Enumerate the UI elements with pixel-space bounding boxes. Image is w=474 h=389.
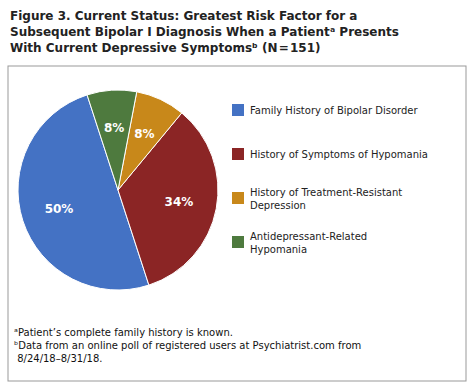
data-label: 50%	[45, 202, 74, 216]
legend-label: History of Symptoms of Hypomania	[250, 149, 428, 160]
legend-swatch	[232, 236, 244, 248]
footnote: ᵃPatient’s complete family history is kn…	[14, 327, 361, 364]
chart: Figure 3. Current Status: Greatest Risk …	[0, 0, 474, 389]
legend-swatch	[232, 148, 244, 160]
pie	[18, 90, 218, 290]
legend-swatch	[232, 192, 244, 204]
data-label: 8%	[134, 127, 154, 141]
legend-label: Family History of Bipolar Disorder	[250, 105, 418, 116]
title: Figure 3. Current Status: Greatest Risk …	[10, 9, 399, 55]
data-labels: 50% 34% 8% 8%	[45, 121, 194, 216]
data-label: 34%	[165, 195, 194, 209]
frame	[8, 66, 466, 381]
legend: Family History of Bipolar Disorder Histor…	[232, 104, 428, 254]
legend-label: Antidepressant-RelatedHypomania	[250, 230, 367, 254]
data-label: 8%	[104, 121, 124, 135]
legend-swatch	[232, 104, 244, 116]
slice	[87, 90, 137, 190]
legend-label: History of Treatment-ResistantDepression	[250, 186, 402, 210]
